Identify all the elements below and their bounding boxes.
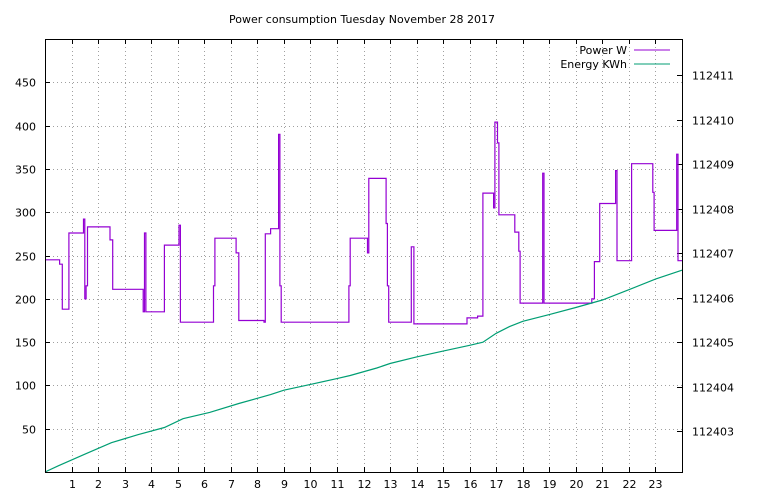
x-tick-label: 20 — [570, 478, 584, 491]
x-tick-label: 3 — [122, 478, 129, 491]
y-right-tick-label: 112407 — [692, 248, 734, 261]
x-tick-label: 2 — [95, 478, 102, 491]
x-tick-label: 18 — [517, 478, 531, 491]
series-layer — [44, 121, 683, 473]
plot-frame — [45, 39, 683, 473]
y-right-tick-label: 112410 — [692, 115, 734, 128]
x-tick-label: 22 — [623, 478, 637, 491]
y-left-tick-label: 100 — [15, 380, 36, 393]
y-left-tick-label: 250 — [15, 251, 36, 264]
y-left-tick-label: 450 — [15, 77, 36, 90]
x-tick-label: 19 — [543, 478, 557, 491]
grid-lines — [45, 39, 682, 472]
axis-ticks: 1 2 3 4 5 6 7 8 9 10 11 12 13 14 15 16 17 18 19 20 21 22 23501… — [15, 39, 734, 491]
x-tick-label: 17 — [490, 478, 504, 491]
legend-label-power: Power W — [579, 44, 627, 57]
y-left-tick-label: 200 — [15, 294, 36, 307]
x-tick-label: 8 — [254, 478, 261, 491]
y-right-tick-label: 112404 — [692, 382, 734, 395]
y-right-tick-label: 112406 — [692, 293, 734, 306]
x-tick-label: 14 — [411, 478, 425, 491]
y-left-tick-label: 50 — [22, 424, 36, 437]
x-tick-label: 16 — [464, 478, 478, 491]
legend-label-energy: Energy KWh — [560, 58, 627, 71]
x-tick-label: 4 — [148, 478, 155, 491]
legend: Power W Energy KWh — [560, 44, 670, 71]
x-tick-label: 9 — [281, 478, 288, 491]
y-left-tick-label: 400 — [15, 121, 36, 134]
series-line-energy — [44, 269, 683, 473]
series-line-power — [45, 121, 682, 325]
x-tick-label: 15 — [437, 478, 451, 491]
x-tick-label: 6 — [201, 478, 208, 491]
x-tick-label: 1 — [69, 478, 76, 491]
x-tick-label: 13 — [384, 478, 398, 491]
x-tick-label: 21 — [596, 478, 610, 491]
x-tick-label: 7 — [228, 478, 235, 491]
y-left-tick-label: 150 — [15, 337, 36, 350]
y-right-tick-label: 112405 — [692, 337, 734, 350]
x-tick-label: 10 — [304, 478, 318, 491]
x-tick-label: 5 — [175, 478, 182, 491]
y-right-tick-label: 112411 — [692, 70, 734, 83]
x-tick-label: 23 — [649, 478, 663, 491]
y-left-tick-label: 350 — [15, 164, 36, 177]
y-right-tick-label: 112408 — [692, 204, 734, 217]
y-right-tick-label: 112409 — [692, 159, 734, 172]
x-tick-label: 11 — [331, 478, 345, 491]
y-left-tick-label: 300 — [15, 207, 36, 220]
x-tick-label: 12 — [358, 478, 372, 491]
chart-title: Power consumption Tuesday November 28 20… — [229, 13, 495, 26]
y-right-tick-label: 112403 — [692, 426, 734, 439]
